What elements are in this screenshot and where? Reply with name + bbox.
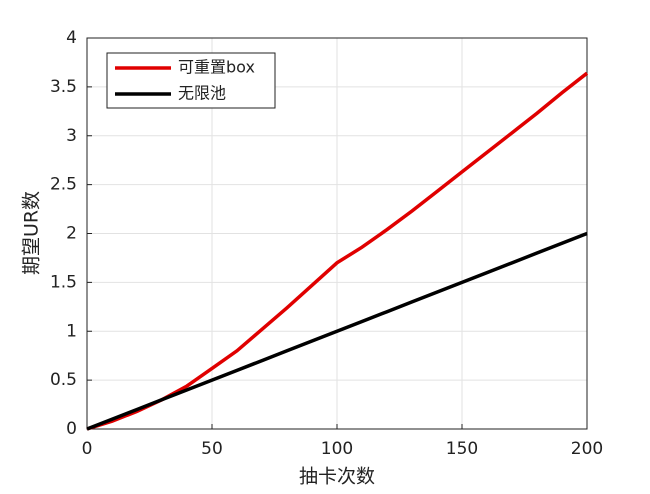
- x-tick-label: 0: [82, 439, 93, 459]
- x-tick-label: 200: [571, 439, 603, 459]
- y-tick-label: 2.5: [50, 175, 77, 195]
- x-axis-label: 抽卡次数: [299, 466, 375, 488]
- y-tick-label: 4: [66, 28, 77, 48]
- series-line: [86, 231, 588, 431]
- x-tick-label: 150: [446, 439, 478, 459]
- y-tick-label: 1: [66, 321, 77, 341]
- y-tick-label: 0.5: [50, 370, 77, 390]
- x-tick-label: 100: [321, 439, 353, 459]
- y-tick-label: 1.5: [50, 272, 77, 292]
- y-tick-label: 2: [66, 224, 77, 244]
- y-tick-label: 0: [66, 419, 77, 439]
- legend-label: 无限池: [178, 84, 226, 103]
- y-axis-label: 期望UR数: [21, 191, 43, 275]
- x-tick-label: 50: [201, 439, 223, 459]
- y-tick-label: 3.5: [50, 77, 77, 97]
- y-tick-label: 3: [66, 126, 77, 146]
- legend-label: 可重置box: [178, 58, 255, 77]
- legend-box: [106, 52, 276, 109]
